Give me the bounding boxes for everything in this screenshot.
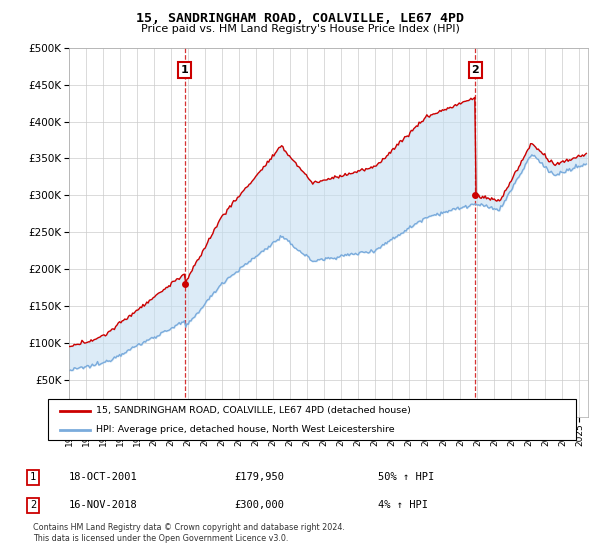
Text: 16-NOV-2018: 16-NOV-2018 bbox=[69, 500, 138, 510]
Text: 15, SANDRINGHAM ROAD, COALVILLE, LE67 4PD: 15, SANDRINGHAM ROAD, COALVILLE, LE67 4P… bbox=[136, 12, 464, 25]
Text: 4% ↑ HPI: 4% ↑ HPI bbox=[378, 500, 428, 510]
Text: HPI: Average price, detached house, North West Leicestershire: HPI: Average price, detached house, Nort… bbox=[96, 425, 395, 434]
Text: 2: 2 bbox=[30, 500, 36, 510]
Text: 1: 1 bbox=[181, 65, 188, 75]
Text: £179,950: £179,950 bbox=[234, 472, 284, 482]
Text: 18-OCT-2001: 18-OCT-2001 bbox=[69, 472, 138, 482]
Text: 1: 1 bbox=[30, 472, 36, 482]
Text: 15, SANDRINGHAM ROAD, COALVILLE, LE67 4PD (detached house): 15, SANDRINGHAM ROAD, COALVILLE, LE67 4P… bbox=[96, 406, 411, 415]
Text: Contains HM Land Registry data © Crown copyright and database right 2024.
This d: Contains HM Land Registry data © Crown c… bbox=[33, 524, 345, 543]
Text: 50% ↑ HPI: 50% ↑ HPI bbox=[378, 472, 434, 482]
Text: Price paid vs. HM Land Registry's House Price Index (HPI): Price paid vs. HM Land Registry's House … bbox=[140, 24, 460, 34]
Text: 2: 2 bbox=[472, 65, 479, 75]
Text: £300,000: £300,000 bbox=[234, 500, 284, 510]
